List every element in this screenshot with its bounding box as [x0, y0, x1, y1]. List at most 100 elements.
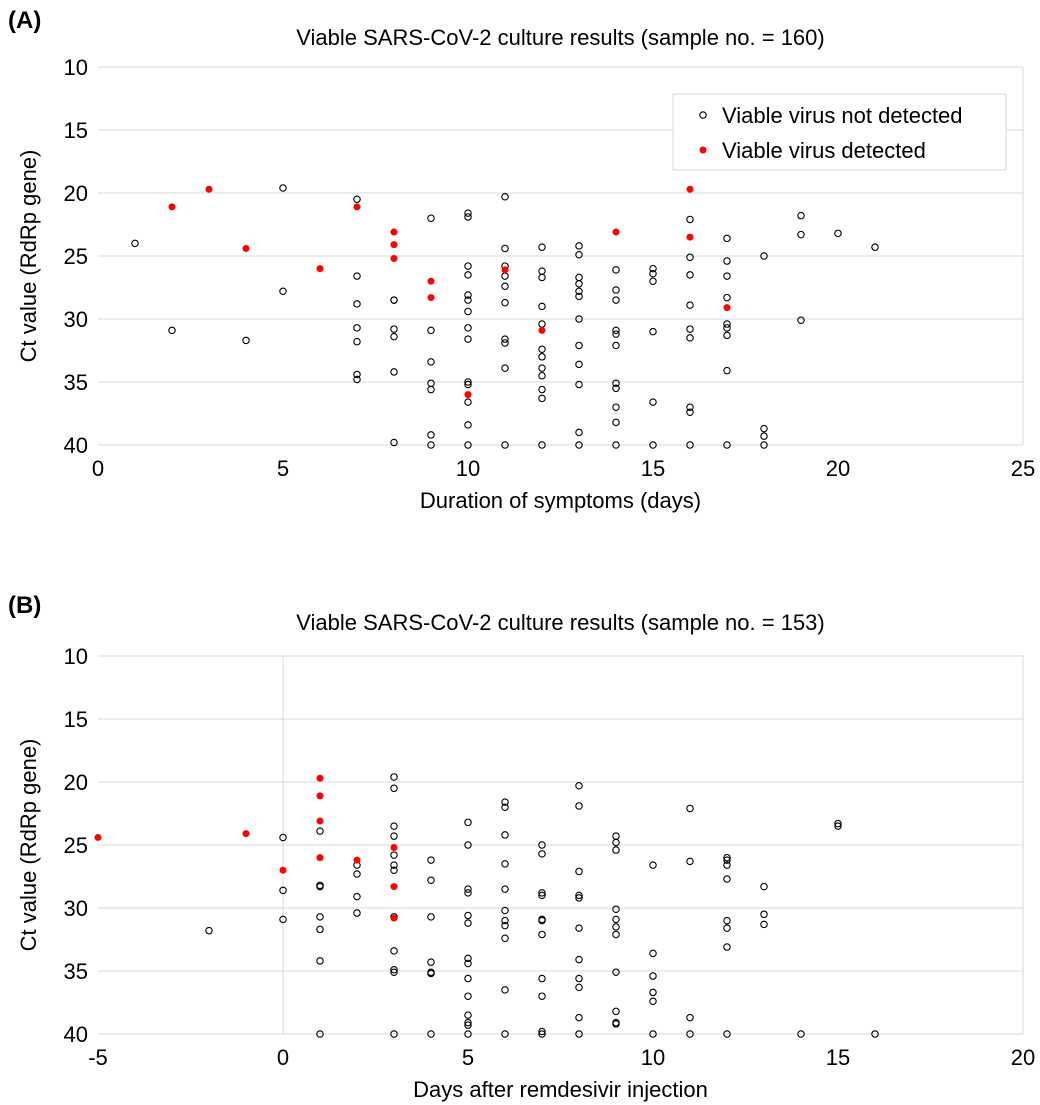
point-viable-not-detected [575, 974, 583, 983]
x-tick-label: 5 [277, 456, 289, 481]
point-viable-not-detected [538, 441, 546, 449]
point-viable-not-detected [464, 992, 472, 1000]
point-viable-detected [501, 266, 509, 274]
y-tick-label: 10 [64, 644, 88, 669]
point-viable-not-detected [390, 851, 398, 859]
point-viable-not-detected [760, 424, 768, 433]
point-viable-not-detected [501, 803, 509, 811]
point-viable-not-detected [464, 919, 472, 927]
point-viable-not-detected [538, 243, 546, 251]
point-viable-not-detected [464, 1021, 472, 1029]
point-viable-not-detected [834, 822, 842, 830]
point-viable-not-detected [723, 441, 731, 449]
point-viable-detected [723, 304, 731, 312]
y-tick-label: 35 [64, 370, 88, 395]
y-tick-label: 25 [64, 833, 88, 858]
point-viable-not-detected [464, 441, 472, 449]
point-viable-not-detected [501, 916, 509, 925]
point-viable-not-detected [575, 894, 583, 902]
point-viable-not-detected [501, 860, 509, 868]
x-tick-label: 10 [641, 1045, 665, 1070]
point-viable-not-detected [723, 366, 731, 375]
point-viable-not-detected [760, 252, 768, 260]
point-viable-not-detected [649, 861, 657, 869]
x-tick-label: 25 [1011, 456, 1035, 481]
point-viable-not-detected [464, 974, 472, 983]
point-viable-not-detected [723, 234, 731, 243]
point-viable-not-detected [575, 1030, 583, 1038]
x-tick-label: 0 [92, 456, 104, 481]
point-viable-not-detected [464, 380, 472, 389]
point-viable-not-detected [538, 891, 546, 900]
point-viable-not-detected [279, 287, 287, 296]
point-viable-not-detected [649, 972, 657, 980]
point-viable-not-detected [723, 924, 731, 932]
point-viable-detected [390, 844, 398, 852]
point-viable-not-detected [279, 915, 287, 924]
point-viable-not-detected [612, 384, 620, 393]
point-viable-not-detected [501, 272, 509, 280]
point-viable-not-detected [612, 266, 620, 274]
point-viable-not-detected [612, 379, 620, 388]
point-viable-not-detected [723, 853, 731, 862]
point-viable-not-detected [649, 264, 657, 273]
point-viable-not-detected [390, 773, 398, 781]
chart-title: Viable SARS-CoV-2 culture results (sampl… [296, 610, 824, 635]
point-viable-not-detected [427, 358, 435, 366]
point-viable-not-detected [464, 378, 472, 386]
point-viable-not-detected [390, 438, 398, 447]
point-viable-not-detected [612, 296, 620, 304]
point-viable-detected [279, 866, 287, 874]
point-viable-not-detected [538, 916, 546, 925]
point-viable-not-detected [353, 195, 361, 204]
point-viable-not-detected [686, 301, 694, 309]
point-viable-not-detected [501, 441, 509, 449]
point-viable-not-detected [575, 955, 583, 964]
point-viable-not-detected [575, 242, 583, 250]
point-viable-not-detected [538, 273, 546, 282]
point-viable-not-detected [427, 856, 435, 864]
point-viable-not-detected [427, 214, 435, 222]
y-tick-label: 40 [64, 1022, 88, 1047]
point-viable-not-detected [538, 1030, 546, 1038]
point-viable-not-detected [760, 920, 768, 929]
point-viable-not-detected [131, 239, 139, 248]
point-viable-not-detected [501, 921, 509, 930]
point-viable-not-detected [464, 335, 472, 343]
point-viable-not-detected [464, 818, 472, 827]
x-tick-label: 10 [456, 456, 480, 481]
point-viable-not-detected [575, 292, 583, 301]
point-viable-not-detected [649, 1030, 657, 1038]
legend-marker-not-detected [699, 111, 707, 119]
point-viable-not-detected [427, 876, 435, 885]
point-viable-not-detected [686, 403, 694, 411]
point-viable-not-detected [390, 832, 398, 840]
point-viable-not-detected [501, 244, 509, 253]
point-viable-not-detected [316, 913, 324, 921]
panel-label: (B) [8, 592, 41, 619]
point-viable-not-detected [427, 1030, 435, 1038]
point-viable-not-detected [538, 371, 546, 380]
point-viable-not-detected [612, 923, 620, 931]
point-viable-not-detected [686, 441, 694, 449]
point-viable-not-detected [538, 930, 546, 939]
point-viable-not-detected [612, 326, 620, 335]
point-viable-not-detected [427, 913, 435, 921]
point-viable-not-detected [612, 832, 620, 840]
point-viable-not-detected [612, 968, 620, 977]
point-viable-not-detected [538, 385, 546, 394]
point-viable-not-detected [538, 992, 546, 1000]
point-viable-not-detected [501, 798, 509, 806]
point-viable-not-detected [723, 257, 731, 265]
x-tick-label: 20 [826, 456, 850, 481]
point-viable-not-detected [538, 364, 546, 372]
point-viable-not-detected [612, 341, 620, 350]
point-viable-not-detected [686, 408, 694, 416]
point-viable-not-detected [723, 320, 731, 328]
point-viable-not-detected [390, 861, 398, 869]
point-viable-not-detected [760, 910, 768, 919]
point-viable-not-detected [279, 833, 287, 842]
point-viable-not-detected [501, 986, 509, 994]
point-viable-not-detected [723, 861, 731, 869]
